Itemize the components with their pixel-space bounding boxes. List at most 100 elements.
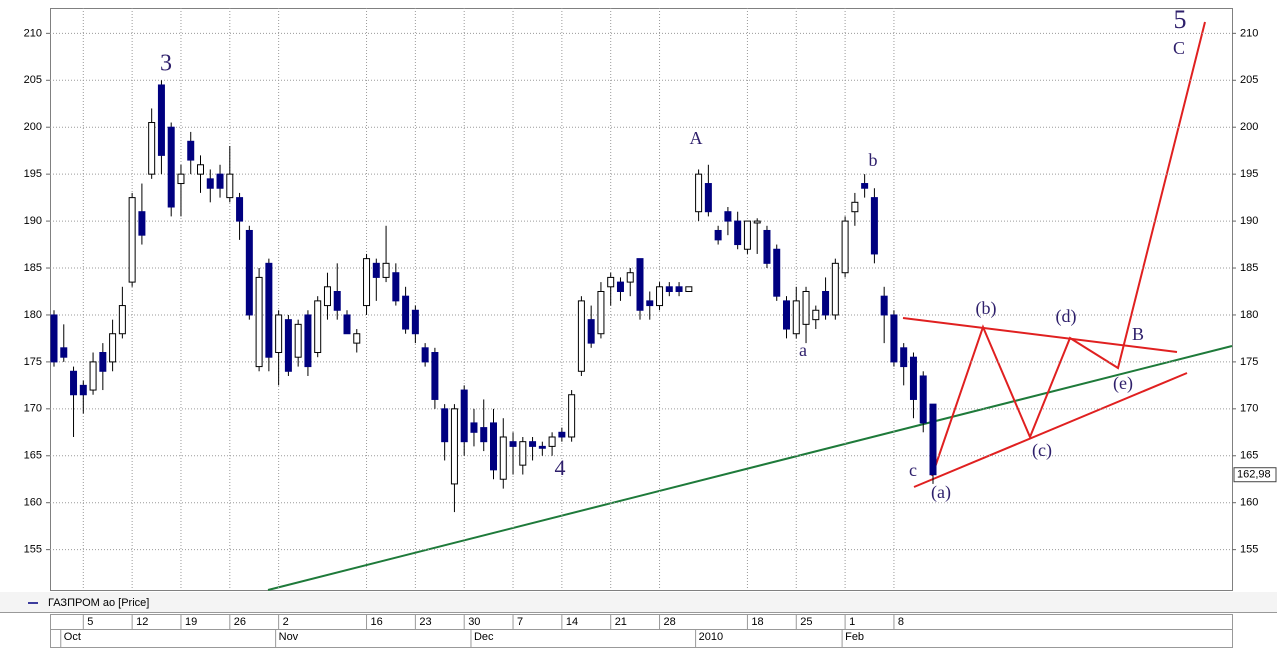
candle-body <box>616 281 624 292</box>
date-strip <box>50 614 1233 648</box>
x-tick-label: 30 <box>468 616 480 628</box>
y2-tick-label: 165 <box>1240 450 1258 462</box>
y-tick-label: 185 <box>24 262 42 274</box>
candle-body <box>314 300 322 354</box>
candle-body <box>558 431 566 438</box>
candle-body <box>509 441 517 447</box>
candle-body <box>626 272 634 283</box>
y2-tick-label: 205 <box>1240 74 1258 86</box>
candle-body <box>236 197 244 222</box>
candle-body <box>919 375 927 424</box>
candle-body <box>177 173 185 185</box>
x-tick-label: 23 <box>419 616 431 628</box>
y-tick-label: 160 <box>24 497 42 509</box>
candle-body <box>255 276 263 368</box>
candle-body <box>109 333 117 363</box>
last-price-label: 162,98 <box>1237 469 1271 481</box>
month-label: Dec <box>474 631 494 643</box>
candle-body <box>60 347 68 358</box>
y2-tick-label: 155 <box>1240 544 1258 556</box>
candle-body <box>245 229 253 316</box>
triangle-upper <box>902 317 1178 353</box>
candle-body <box>323 286 331 307</box>
candle-body <box>763 229 771 264</box>
y2-tick-label: 210 <box>1240 27 1258 39</box>
candle-body <box>128 197 136 283</box>
candle-body <box>382 262 390 278</box>
wave-label: 4 <box>555 455 566 480</box>
candle-body <box>157 84 165 156</box>
candle-body <box>79 384 87 396</box>
candle-body <box>304 314 312 368</box>
month-label: Nov <box>279 631 299 643</box>
x-tick-label: 19 <box>185 616 197 628</box>
wave-label: (b) <box>976 298 997 319</box>
candle-body <box>441 408 449 443</box>
candle-body <box>929 403 937 476</box>
candle-body <box>675 286 683 292</box>
y2-tick-label: 160 <box>1240 497 1258 509</box>
candle-body <box>275 314 283 354</box>
candle-body <box>460 389 468 443</box>
y-tick-label: 210 <box>24 27 42 39</box>
x-tick-label: 26 <box>234 616 246 628</box>
wave-path <box>931 21 1206 477</box>
candle-body <box>529 441 537 447</box>
x-tick-label: 18 <box>751 616 763 628</box>
x-tick-label: 2 <box>283 616 289 628</box>
last-price-box <box>1233 467 1277 483</box>
candle-body <box>294 323 302 358</box>
candle-body <box>148 122 156 175</box>
candle-body <box>490 422 497 471</box>
x-tick-label: 16 <box>371 616 383 628</box>
candle-body <box>284 319 292 372</box>
wave-label: 3 <box>160 51 172 77</box>
candle-body <box>851 201 859 213</box>
candle-body <box>499 436 507 480</box>
y-tick-label: 155 <box>24 544 42 556</box>
x-tick-label: 1 <box>849 616 855 628</box>
candle-body <box>646 300 654 307</box>
candle-body <box>216 173 224 189</box>
candle-body <box>607 276 615 288</box>
x-tick-label: 28 <box>664 616 676 628</box>
y-tick-label: 170 <box>24 403 42 415</box>
candle-body <box>89 361 97 391</box>
y-tick-label: 195 <box>24 168 42 180</box>
candle-body <box>402 295 410 330</box>
candle-body <box>656 286 664 307</box>
x-tick-label: 25 <box>800 616 812 628</box>
candle-body <box>743 220 751 250</box>
candle-body <box>890 314 898 363</box>
y-tick-label: 175 <box>24 356 42 368</box>
wave-label: (e) <box>1113 373 1133 394</box>
candle-body <box>587 319 595 344</box>
candle-body <box>363 258 371 307</box>
candle-body <box>411 309 419 335</box>
candle-body <box>538 445 546 449</box>
candle-body <box>695 173 703 213</box>
candle-body <box>118 305 126 335</box>
candle-body <box>783 300 790 330</box>
y-tick-label: 165 <box>24 450 42 462</box>
candle-body <box>734 220 742 246</box>
candle-body <box>597 290 605 335</box>
candle-body <box>431 352 439 400</box>
wave-label: (d) <box>1056 306 1077 327</box>
x-tick-label: 14 <box>566 616 578 628</box>
y2-tick-label: 185 <box>1240 262 1258 274</box>
wave-label: (a) <box>931 482 951 503</box>
y-tick-label: 180 <box>24 309 42 321</box>
candle-body <box>226 173 234 199</box>
candle-body <box>99 352 107 372</box>
candle-body <box>861 183 869 189</box>
candle-body <box>470 422 478 433</box>
candle-body <box>206 178 214 189</box>
candle-body <box>372 262 380 278</box>
candle-body <box>880 295 888 316</box>
candle-body <box>822 290 830 316</box>
candle-body <box>665 286 673 292</box>
candle-body <box>187 140 195 161</box>
y2-tick-label: 180 <box>1240 309 1258 321</box>
month-label: 2010 <box>699 631 723 643</box>
